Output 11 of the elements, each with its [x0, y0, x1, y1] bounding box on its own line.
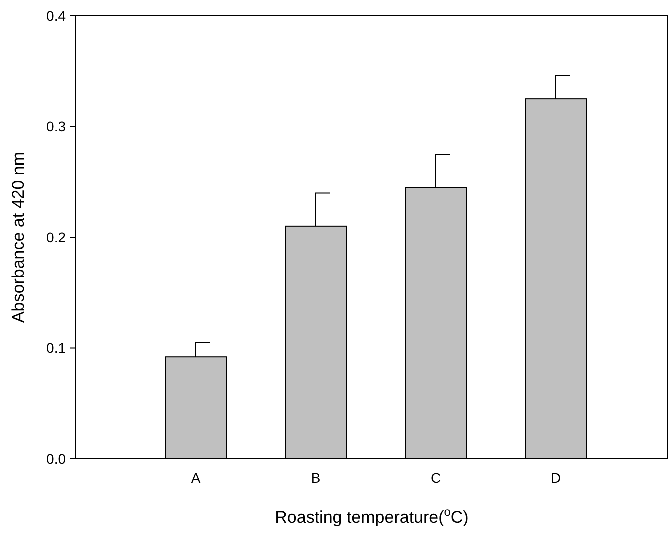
x-tick-label: B: [311, 470, 321, 486]
y-tick-label: 0.1: [46, 340, 66, 356]
y-tick-label: 0.4: [46, 8, 66, 24]
x-axis-title: Roasting temperature($^{o}$C): [275, 505, 469, 527]
y-tick-label: 0.3: [46, 118, 66, 135]
x-tick-label: C: [430, 470, 442, 486]
y-tick-label: 0.0: [46, 450, 66, 467]
x-tick-label: A: [191, 470, 202, 486]
y-axis-title: Absorbance at 420 nm: [9, 152, 28, 324]
y-tick-label: 0.2: [46, 229, 66, 246]
x-tick-label: D: [550, 470, 562, 486]
